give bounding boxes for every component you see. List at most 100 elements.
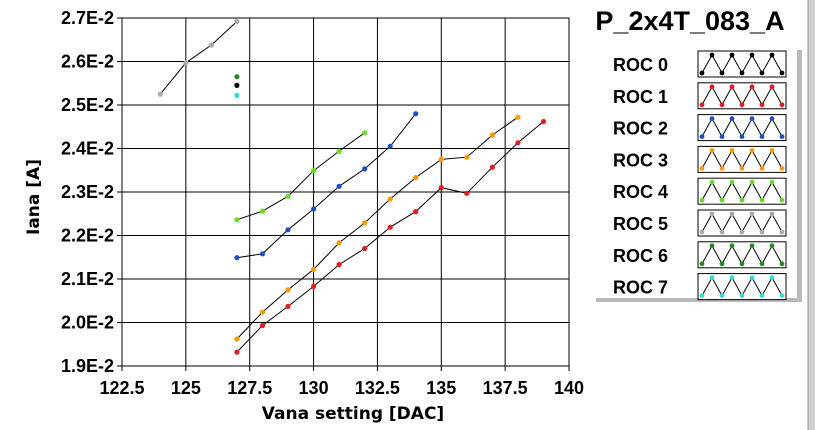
y-tick-label: 2.5E-2 [61, 95, 114, 115]
data-point [259, 208, 266, 214]
legend-swatch-marker [759, 261, 765, 267]
y-tick-label: 2.3E-2 [61, 182, 114, 202]
legend-swatch-marker [729, 275, 735, 280]
legend-item: ROC 5 [613, 209, 787, 237]
data-point [157, 91, 163, 97]
y-tick-label: 2.6E-2 [61, 52, 114, 72]
x-tick-label: 132.5 [355, 378, 400, 398]
x-tick-label: 130 [299, 378, 329, 398]
legend-swatch-marker [719, 229, 725, 235]
legend-swatch-marker [749, 148, 755, 153]
tick-labels: 122.5 125 127.5 130 132.5 135 137.5 140 1.9E-2 2.… [61, 8, 584, 398]
data-point [362, 166, 368, 172]
x-tick-label: 122.5 [99, 378, 144, 398]
series-line [236, 132, 365, 221]
legend-swatch-marker [739, 229, 745, 235]
legend-items: ROC 0 ROC 1 ROC 2 ROC 3 ROC 4 ROC 5 ROC 6 ROC 7 [613, 50, 787, 301]
legend-swatch-marker [779, 102, 785, 108]
legend-swatch-marker [709, 116, 715, 121]
legend-swatch-marker [709, 52, 715, 58]
legend-swatch-marker [759, 134, 765, 140]
legend-swatch-marker [769, 116, 775, 121]
x-tick-label: 125 [171, 378, 201, 398]
legend-swatch-marker [699, 70, 705, 76]
legend-swatch-marker [729, 243, 735, 249]
data-point [540, 118, 547, 125]
x-tick-label: 137.5 [483, 378, 528, 398]
legend-item: ROC 0 [613, 50, 787, 78]
data-point [234, 18, 240, 25]
legend-swatch-marker [779, 166, 785, 171]
x-tick-label: 127.5 [227, 378, 272, 398]
legend-item: ROC 1 [613, 82, 787, 110]
legend-swatch-marker [699, 197, 705, 203]
data-point [387, 196, 393, 202]
series-layer [157, 18, 547, 355]
legend-swatch-marker [719, 166, 725, 171]
legend-swatch-marker [749, 84, 755, 90]
data-point [285, 287, 291, 293]
legend-swatch-marker [779, 70, 785, 76]
series-1 [234, 118, 547, 355]
window-scrollbar-edge [808, 0, 815, 430]
data-point [515, 140, 521, 146]
legend-label: ROC 6 [613, 246, 668, 266]
data-point [285, 303, 291, 309]
legend-swatch-marker [709, 84, 715, 90]
data-point [311, 206, 317, 212]
legend-swatch-marker [719, 134, 725, 140]
legend-swatch-marker [709, 211, 715, 217]
data-point [234, 336, 240, 342]
series-2 [234, 111, 419, 261]
data-point [311, 283, 317, 289]
legend-swatch-marker [699, 166, 705, 171]
data-point [259, 251, 266, 257]
legend-swatch-marker [739, 134, 745, 140]
legend-label: ROC 3 [613, 150, 668, 170]
legend-item: ROC 3 [613, 145, 787, 173]
legend-swatch-marker [749, 179, 755, 185]
legend-swatch-marker [739, 197, 745, 203]
legend-item: ROC 6 [613, 241, 787, 269]
legend-swatch-marker [699, 134, 705, 140]
data-point [464, 190, 470, 196]
data-point [183, 60, 189, 66]
data-point [311, 168, 317, 174]
legend-label: ROC 5 [613, 214, 668, 234]
data-point [438, 185, 444, 191]
y-tick-label: 2.7E-2 [61, 8, 114, 28]
series-line [236, 113, 417, 259]
legend-swatch-marker [769, 211, 775, 217]
data-point [387, 143, 393, 149]
series-0 [234, 82, 240, 88]
legend-label: ROC 1 [613, 87, 668, 107]
data-point [234, 217, 240, 223]
series-line [236, 116, 519, 340]
legend-swatch-marker [729, 116, 735, 121]
legend-swatch-marker [779, 261, 785, 267]
legend-swatch-marker [739, 102, 745, 108]
legend-swatch-marker [769, 275, 775, 280]
series-6 [234, 74, 240, 80]
y-tick-label: 2.4E-2 [61, 139, 114, 159]
legend-swatch-marker [729, 148, 735, 153]
data-point [234, 92, 240, 98]
legend-swatch-marker [719, 197, 725, 203]
legend-swatch-marker [769, 52, 775, 58]
legend-swatch-marker [739, 166, 745, 171]
legend-swatch-marker [729, 84, 735, 90]
series-7 [234, 92, 240, 98]
legend-swatch-marker [739, 261, 745, 267]
legend-swatch-marker [759, 229, 765, 235]
legend-swatch-marker [759, 293, 765, 298]
y-axis-label: Iana [A] [24, 159, 44, 235]
data-point [413, 175, 419, 181]
data-point [285, 193, 291, 199]
y-tick-label: 2.1E-2 [61, 269, 114, 289]
data-point [362, 220, 368, 226]
legend-swatch-marker [759, 166, 765, 171]
x-tick-label: 140 [554, 378, 584, 398]
data-point [234, 349, 240, 355]
legend-swatch-marker [709, 243, 715, 249]
legend-swatch-marker [729, 211, 735, 217]
